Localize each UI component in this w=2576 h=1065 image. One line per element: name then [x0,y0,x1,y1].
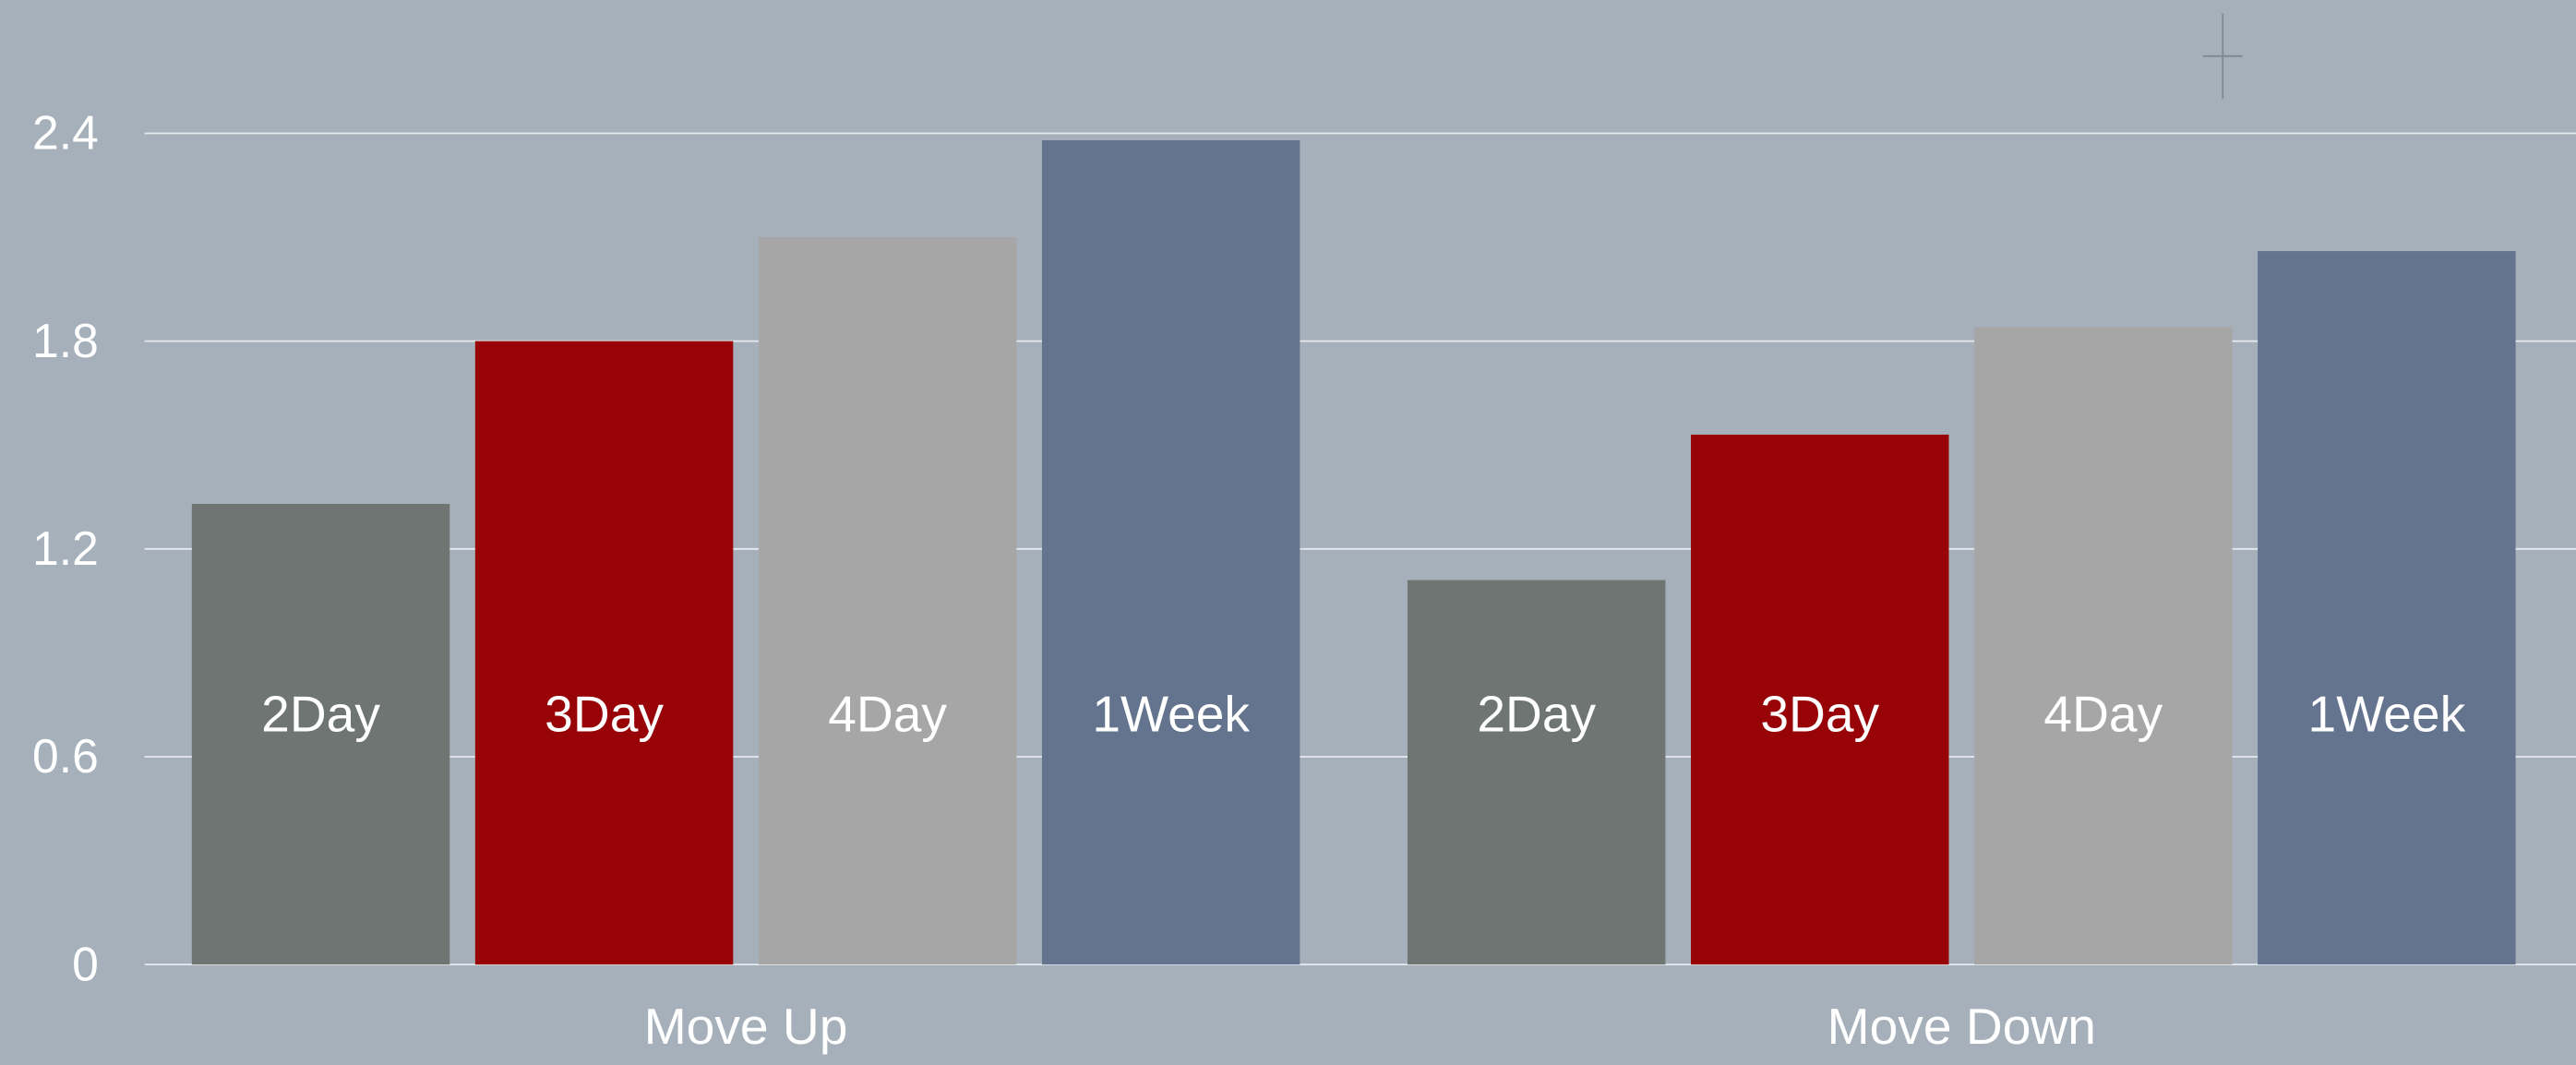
y-tick-label: 2.4 [32,106,99,160]
bar-label: 4Day [828,686,947,743]
bar [1974,327,2233,965]
bar [1041,139,1300,965]
bar [1407,580,1666,965]
y-tick-label: 1.2 [32,521,99,575]
bar-label: 2Day [261,686,380,743]
cursor [2202,13,2243,100]
y-tick-label: 0.6 [32,729,99,783]
bar-label: 4Day [2043,686,2163,743]
x-tick-label: Move Down [1827,998,2096,1055]
bar-label: 3Day [1760,686,1879,743]
y-tick-label: 0 [72,937,99,990]
bar [1691,434,1949,965]
bar-label: 2Day [1477,686,1596,743]
x-tick-label: Move Up [644,998,848,1055]
bar [191,504,450,965]
bar [2258,251,2516,965]
bar-label: 1Week [1092,686,1250,743]
bar [474,341,734,965]
bar [758,237,1017,965]
bar-label: 3Day [545,686,664,743]
bar-label: 1Week [2308,686,2466,743]
y-tick-label: 1.8 [32,314,99,367]
